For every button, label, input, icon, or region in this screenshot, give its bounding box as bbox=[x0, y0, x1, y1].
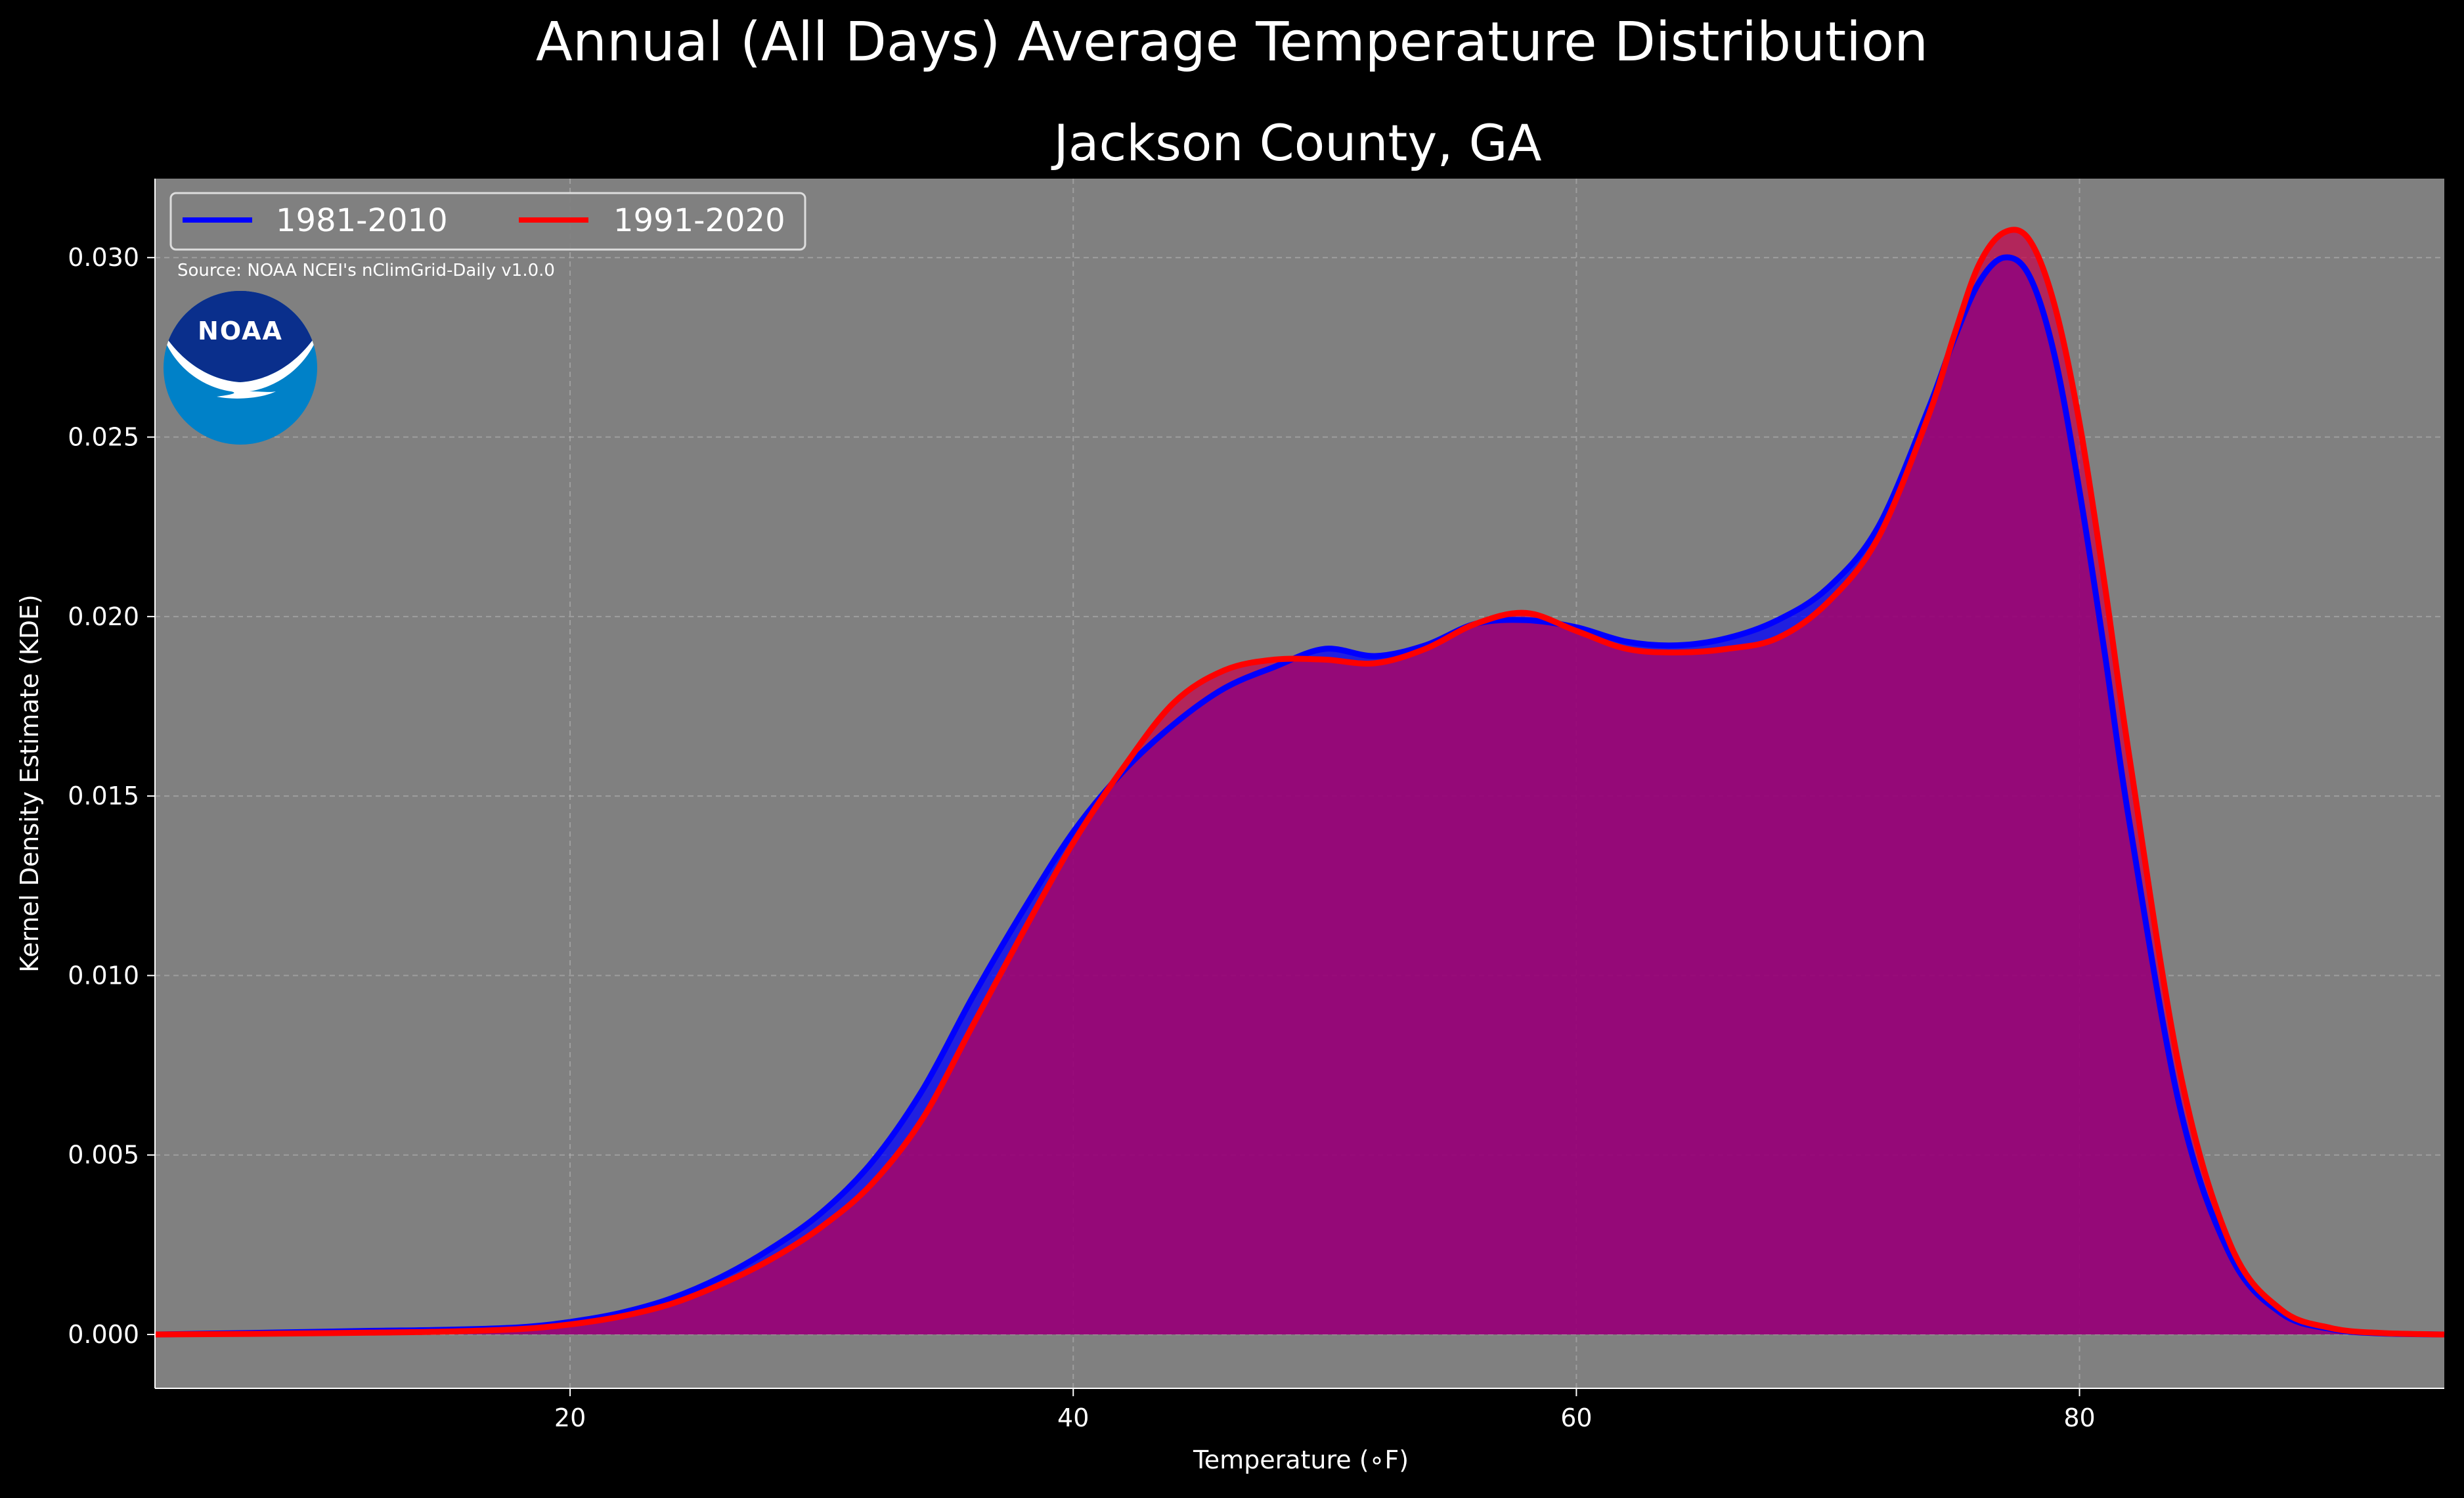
noaa-logo-top bbox=[164, 291, 317, 382]
y-tick-label-6: 0.030 bbox=[68, 243, 139, 272]
noaa-logo-gull bbox=[164, 328, 317, 399]
chart-title: Annual (All Days) Average Temperature Di… bbox=[536, 11, 1928, 74]
x-axis-label: Temperature (∘F) bbox=[1193, 1445, 1409, 1474]
y-tick-label-1: 0.005 bbox=[68, 1141, 139, 1170]
legend-label-1991-2020: 1991-2020 bbox=[613, 202, 785, 239]
density-areas bbox=[155, 229, 2444, 1335]
density-lines bbox=[154, 227, 2445, 1338]
y-axis-label: Kernel Density Estimate (KDE) bbox=[15, 594, 44, 973]
area-1991-2020 bbox=[155, 229, 2444, 1335]
x-tick-label-40: 40 bbox=[1057, 1403, 1089, 1432]
legend: 1981-2010 1991-2020 bbox=[169, 192, 806, 251]
x-tick-label-60: 60 bbox=[1560, 1403, 1592, 1432]
x-ticks: 20 40 60 80 bbox=[554, 1388, 2096, 1432]
noaa-logo-text: NOAA bbox=[198, 317, 283, 345]
y-tick-label-5: 0.025 bbox=[68, 423, 139, 452]
y-tick-label-4: 0.020 bbox=[68, 602, 139, 631]
y-ticks: 0.000 0.005 0.010 0.015 0.020 0.025 0.030 bbox=[68, 243, 155, 1349]
x-tick-label-20: 20 bbox=[554, 1403, 586, 1432]
y-tick-label-3: 0.015 bbox=[68, 782, 139, 810]
source-note: Source: NOAA NCEI's nClimGrid-Daily v1.0… bbox=[177, 261, 555, 280]
line-1991-2020 bbox=[154, 227, 2445, 1338]
noaa-logo: NOAA bbox=[164, 291, 317, 445]
line-1981-2010 bbox=[154, 254, 2445, 1338]
legend-frame bbox=[169, 192, 806, 251]
x-tick-label-80: 80 bbox=[2063, 1403, 2095, 1432]
chart-subtitle: Jackson County, GA bbox=[1051, 114, 1541, 172]
y-tick-label-2: 0.010 bbox=[68, 961, 139, 990]
y-tick-label-0: 0.000 bbox=[68, 1320, 139, 1349]
legend-label-1981-2010: 1981-2010 bbox=[276, 202, 448, 239]
